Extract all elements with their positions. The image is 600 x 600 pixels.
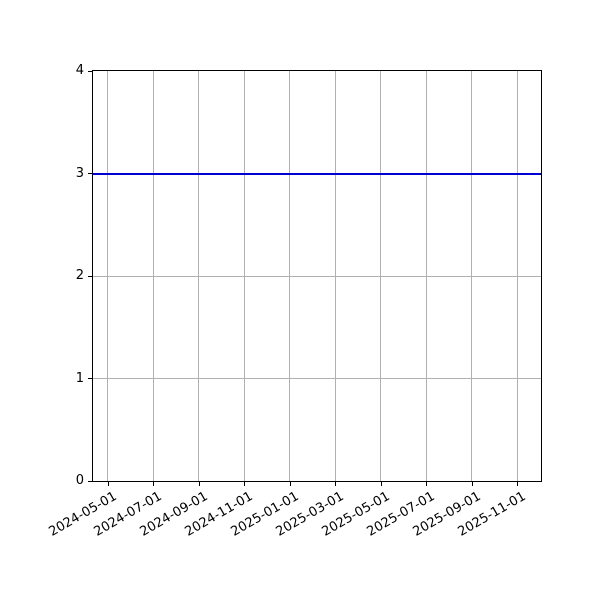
y-tick-label: 0	[75, 473, 84, 488]
x-tick	[107, 482, 109, 486]
y-tick-label: 2	[75, 268, 84, 283]
y-gridline	[93, 275, 541, 277]
y-tick	[88, 70, 92, 72]
y-gridline	[93, 378, 541, 379]
y-tick	[88, 275, 92, 277]
x-tick	[426, 482, 427, 486]
y-tick	[88, 480, 92, 482]
x-tick	[244, 482, 245, 486]
y-tick-label: 3	[75, 165, 84, 181]
y-tick-label: 4	[75, 63, 84, 78]
x-tick	[517, 482, 518, 486]
x-tick	[335, 482, 336, 486]
plot-area	[92, 70, 542, 482]
y-tick	[88, 378, 92, 379]
x-tick	[198, 482, 200, 486]
x-tick	[289, 482, 291, 486]
y-tick-label: 1	[75, 370, 84, 386]
series-line	[93, 172, 541, 175]
y-tick	[88, 173, 92, 174]
x-tick	[471, 482, 473, 486]
x-tick	[380, 482, 382, 486]
x-tick	[153, 482, 154, 486]
